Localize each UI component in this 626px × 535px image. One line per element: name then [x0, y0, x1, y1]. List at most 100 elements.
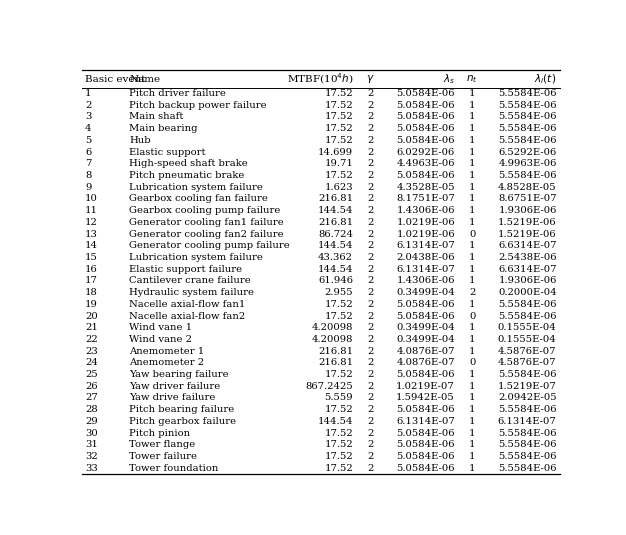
Text: 29: 29	[85, 417, 98, 426]
Text: 0.1555E-04: 0.1555E-04	[498, 323, 557, 332]
Text: Anemometer 2: Anemometer 2	[130, 358, 205, 368]
Text: Generator cooling fan1 failure: Generator cooling fan1 failure	[130, 218, 284, 227]
Text: 1: 1	[469, 148, 475, 157]
Text: 1: 1	[469, 194, 475, 203]
Text: 2: 2	[367, 253, 374, 262]
Text: 5.0584E-06: 5.0584E-06	[396, 89, 455, 98]
Text: 0: 0	[469, 358, 475, 368]
Text: 1.0219E-06: 1.0219E-06	[396, 230, 455, 239]
Text: High-speed shaft brake: High-speed shaft brake	[130, 159, 248, 169]
Text: 1.5219E-07: 1.5219E-07	[498, 382, 557, 391]
Text: 1: 1	[469, 241, 475, 250]
Text: 5.0584E-06: 5.0584E-06	[396, 464, 455, 473]
Text: 2.5438E-06: 2.5438E-06	[498, 253, 557, 262]
Text: 6.6314E-07: 6.6314E-07	[498, 241, 557, 250]
Text: Yaw driver failure: Yaw driver failure	[130, 382, 220, 391]
Text: 8: 8	[85, 171, 91, 180]
Text: 2: 2	[367, 230, 374, 239]
Text: 2: 2	[367, 206, 374, 215]
Text: Tower flange: Tower flange	[130, 440, 196, 449]
Text: 1: 1	[469, 265, 475, 274]
Text: 1.4306E-06: 1.4306E-06	[396, 206, 455, 215]
Text: 5.0584E-06: 5.0584E-06	[396, 429, 455, 438]
Text: 10: 10	[85, 194, 98, 203]
Text: 6.5292E-06: 6.5292E-06	[498, 148, 557, 157]
Text: 31: 31	[85, 440, 98, 449]
Text: Wind vane 2: Wind vane 2	[130, 335, 192, 344]
Text: 1: 1	[469, 89, 475, 98]
Text: 5.0584E-06: 5.0584E-06	[396, 171, 455, 180]
Text: 17.52: 17.52	[324, 124, 353, 133]
Text: 1.0219E-06: 1.0219E-06	[396, 218, 455, 227]
Text: Generator cooling pump failure: Generator cooling pump failure	[130, 241, 290, 250]
Text: 1: 1	[469, 370, 475, 379]
Text: 1: 1	[469, 206, 475, 215]
Text: Nacelle axial-flow fan1: Nacelle axial-flow fan1	[130, 300, 246, 309]
Text: Gearbox cooling pump failure: Gearbox cooling pump failure	[130, 206, 281, 215]
Text: 1: 1	[469, 171, 475, 180]
Text: Name: Name	[130, 74, 160, 83]
Text: 6.6314E-07: 6.6314E-07	[498, 265, 557, 274]
Text: 2: 2	[367, 370, 374, 379]
Text: 4.9963E-06: 4.9963E-06	[498, 159, 557, 169]
Text: 5.0584E-06: 5.0584E-06	[396, 440, 455, 449]
Text: 17.52: 17.52	[324, 136, 353, 145]
Text: 2: 2	[367, 429, 374, 438]
Text: 2.0942E-05: 2.0942E-05	[498, 393, 557, 402]
Text: 2: 2	[367, 393, 374, 402]
Text: Pitch pinion: Pitch pinion	[130, 429, 190, 438]
Text: 28: 28	[85, 405, 98, 414]
Text: 2: 2	[367, 464, 374, 473]
Text: Lubrication system failure: Lubrication system failure	[130, 183, 264, 192]
Text: 5.5584E-06: 5.5584E-06	[498, 300, 557, 309]
Text: 2: 2	[85, 101, 91, 110]
Text: 4.20098: 4.20098	[312, 335, 353, 344]
Text: 6.0292E-06: 6.0292E-06	[397, 148, 455, 157]
Text: 1: 1	[469, 300, 475, 309]
Text: 1: 1	[469, 136, 475, 145]
Text: 2: 2	[367, 241, 374, 250]
Text: 6.1314E-07: 6.1314E-07	[396, 265, 455, 274]
Text: 1: 1	[469, 183, 475, 192]
Text: 1: 1	[85, 89, 91, 98]
Text: Wind vane 1: Wind vane 1	[130, 323, 193, 332]
Text: 2: 2	[367, 112, 374, 121]
Text: 1.9306E-06: 1.9306E-06	[498, 277, 557, 285]
Text: 1: 1	[469, 405, 475, 414]
Text: $\lambda_s$: $\lambda_s$	[443, 72, 455, 86]
Text: 19.71: 19.71	[324, 159, 353, 169]
Text: Tower foundation: Tower foundation	[130, 464, 218, 473]
Text: 5.0584E-06: 5.0584E-06	[396, 112, 455, 121]
Text: $\gamma$: $\gamma$	[366, 73, 375, 85]
Text: 17.52: 17.52	[324, 370, 353, 379]
Text: 5.0584E-06: 5.0584E-06	[396, 405, 455, 414]
Text: 17.52: 17.52	[324, 171, 353, 180]
Text: 1: 1	[469, 124, 475, 133]
Text: 30: 30	[85, 429, 98, 438]
Text: 27: 27	[85, 393, 98, 402]
Text: 2: 2	[367, 89, 374, 98]
Text: 6: 6	[85, 148, 91, 157]
Text: 13: 13	[85, 230, 98, 239]
Text: 2: 2	[469, 288, 475, 297]
Text: 1: 1	[469, 253, 475, 262]
Text: 17.52: 17.52	[324, 300, 353, 309]
Text: 144.54: 144.54	[317, 417, 353, 426]
Text: 15: 15	[85, 253, 98, 262]
Text: Main shaft: Main shaft	[130, 112, 184, 121]
Text: 1: 1	[469, 101, 475, 110]
Text: 25: 25	[85, 370, 98, 379]
Text: 9: 9	[85, 183, 91, 192]
Text: Cantilever crane failure: Cantilever crane failure	[130, 277, 251, 285]
Text: 17.52: 17.52	[324, 112, 353, 121]
Text: 19: 19	[85, 300, 98, 309]
Text: 1.0219E-07: 1.0219E-07	[396, 382, 455, 391]
Text: 2: 2	[367, 101, 374, 110]
Text: 0.2000E-04: 0.2000E-04	[498, 288, 557, 297]
Text: 86.724: 86.724	[318, 230, 353, 239]
Text: Main bearing: Main bearing	[130, 124, 198, 133]
Text: 17.52: 17.52	[324, 440, 353, 449]
Text: Tower failure: Tower failure	[130, 452, 197, 461]
Text: 1: 1	[469, 277, 475, 285]
Text: Gearbox cooling fan failure: Gearbox cooling fan failure	[130, 194, 269, 203]
